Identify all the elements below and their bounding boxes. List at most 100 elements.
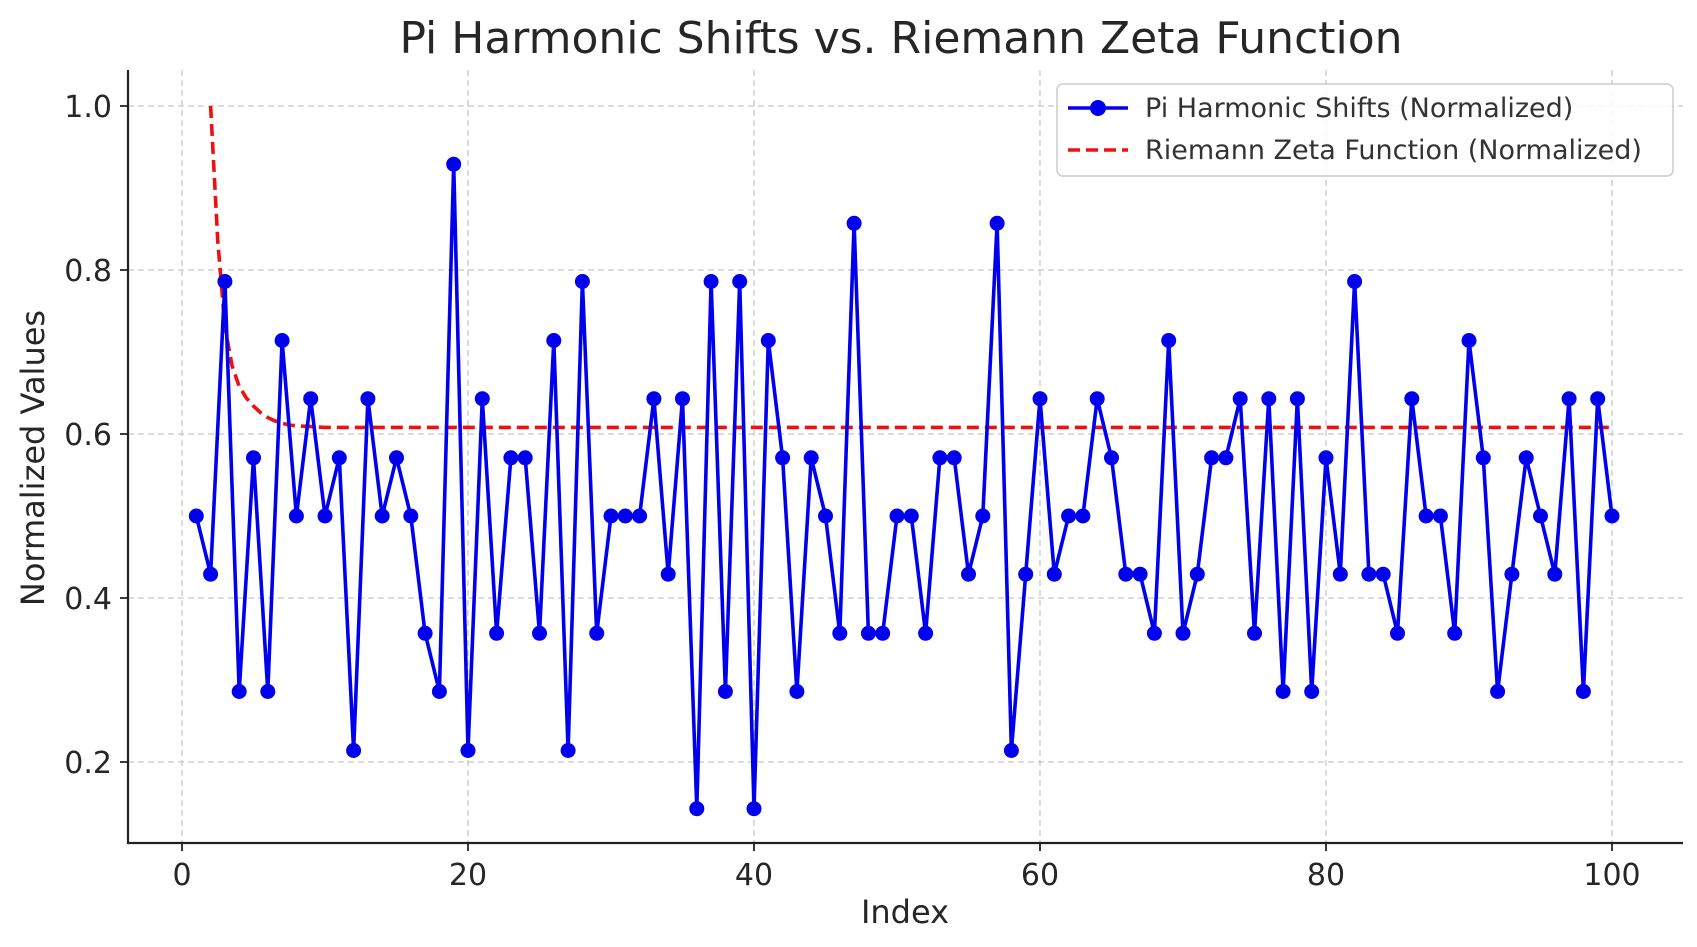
pi-harmonic-point [489,625,505,641]
pi-harmonic-point [832,625,848,641]
legend-label-zeta: Riemann Zeta Function (Normalized) [1145,135,1642,166]
pi-harmonic-point [403,508,419,524]
y-tick-label: 1.0 [64,90,112,125]
pi-harmonic-point [860,625,876,641]
legend-label-pi: Pi Harmonic Shifts (Normalized) [1145,93,1573,124]
pi-harmonic-point [374,508,390,524]
pi-harmonic-point [1089,391,1105,407]
pi-harmonic-point [1146,625,1162,641]
pi-harmonic-point [303,391,319,407]
y-axis-label: Normalized Values [14,310,52,606]
pi-harmonic-point [660,566,676,582]
pi-harmonic-point [889,508,905,524]
pi-harmonic-point [1347,274,1363,289]
pi-harmonic-point [1604,508,1620,524]
pi-harmonic-point [574,274,590,289]
pi-harmonic-point [760,333,776,348]
pi-harmonic-point [331,450,347,466]
pi-harmonic-point [1046,566,1062,582]
y-tick-label: 0.2 [64,746,112,781]
pi-harmonic-point [1533,508,1548,524]
pi-harmonic-point [918,625,934,641]
y-tick-label: 0.6 [64,418,112,453]
pi-harmonic-point [589,625,605,641]
pi-harmonic-point [1432,508,1448,524]
pi-harmonic-point [1447,625,1463,641]
pi-harmonic-point [1218,450,1234,466]
legend: Pi Harmonic Shifts (Normalized) Riemann … [1056,83,1674,177]
x-tick-label: 60 [1021,858,1059,893]
pi-harmonic-point [1418,508,1434,524]
pi-harmonic-point [1232,391,1248,407]
pi-harmonic-point [517,450,533,466]
pi-harmonic-point [417,625,433,641]
pi-harmonic-point [1132,566,1148,582]
pi-harmonic-point [1318,450,1334,466]
pi-harmonic-point [1590,391,1606,407]
pi-harmonic-point [1361,566,1377,582]
x-axis-label: Index [861,893,949,931]
pi-harmonic-point [1104,450,1119,466]
pi-harmonic-point [1061,508,1077,524]
y-tick-label: 0.8 [64,254,112,289]
pi-harmonic-point [446,156,462,172]
pi-harmonic-point [775,450,791,466]
pi-harmonic-point [231,684,247,699]
pi-harmonic-point [1032,391,1048,407]
pi-harmonic-point [1289,391,1305,407]
pi-harmonic-point [246,450,261,466]
pi-harmonic-point [1247,625,1262,641]
pi-harmonic-point [560,743,576,758]
pi-harmonic-point [1475,450,1491,466]
pi-harmonic-point [717,684,733,699]
pi-harmonic-point [989,215,1005,231]
pi-harmonic-point [789,684,805,699]
pi-harmonic-point [646,391,662,407]
pi-harmonic-point [1075,508,1091,524]
pi-harmonic-point [274,333,290,348]
pi-harmonic-point [1575,684,1591,699]
series-pi-harmonic-line [194,162,1614,811]
pi-harmonic-point [503,450,519,466]
pi-harmonic-point [217,274,233,289]
pi-harmonic-point [603,508,619,524]
x-tick-label: 40 [735,858,773,893]
pi-harmonic-point [846,215,862,231]
pi-harmonic-point [1547,566,1563,582]
pi-harmonic-point [260,684,276,699]
pi-harmonic-point [1261,391,1277,407]
y-tick-label: 0.4 [64,582,112,617]
x-tick-label: 80 [1307,858,1345,893]
pi-harmonic-point [875,625,891,641]
pi-harmonic-point [1304,684,1320,699]
pi-harmonic-point [1504,566,1520,582]
pi-harmonic-point [1404,391,1420,407]
x-tick-label: 100 [1583,858,1640,893]
pi-harmonic-point [903,508,919,524]
pi-harmonic-point [1275,684,1291,699]
pi-harmonic-point [632,508,648,524]
pi-harmonic-point [532,625,547,641]
pi-harmonic-point [803,450,819,466]
pi-harmonic-point [617,508,633,524]
pi-harmonic-point [1003,743,1019,758]
pi-harmonic-point [932,450,948,466]
pi-harmonic-point [732,274,748,289]
pi-harmonic-point [389,450,404,466]
pi-harmonic-point [460,743,476,758]
pi-harmonic-point [203,566,219,582]
pi-harmonic-point [961,566,976,582]
pi-harmonic-point [474,391,490,407]
pi-harmonic-point [1461,333,1477,348]
pi-harmonic-point [1390,625,1405,641]
x-tick-label: 0 [172,858,191,893]
pi-harmonic-point [1490,684,1506,699]
pi-harmonic-point [360,391,376,407]
pi-harmonic-point [1189,566,1205,582]
pi-harmonic-point [746,801,762,817]
pi-harmonic-point [1175,625,1191,641]
pi-harmonic-point [1204,450,1220,466]
legend-marker-pi [1090,100,1106,116]
pi-harmonic-point [946,450,962,466]
pi-harmonic-point [546,333,562,348]
